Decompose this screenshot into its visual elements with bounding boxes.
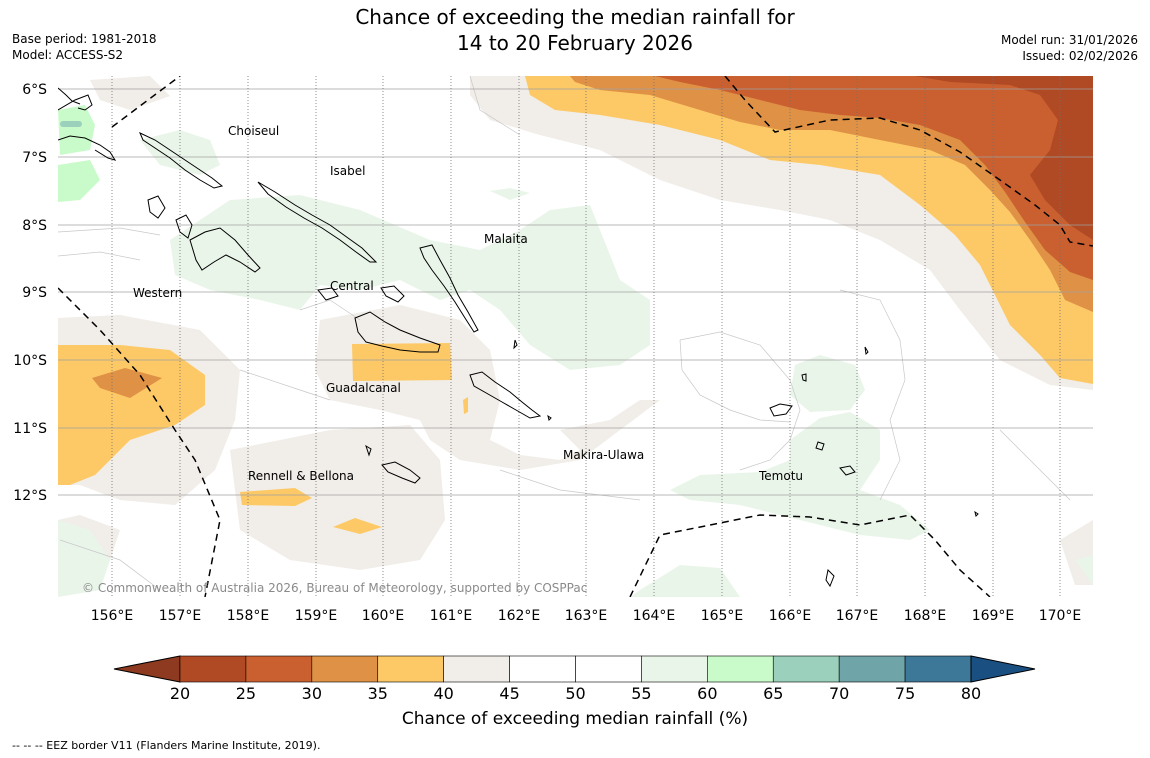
colorbar-tick-label: 55 [631, 684, 651, 703]
lon-label: 170°E [1039, 608, 1082, 624]
island-coastlines [58, 87, 979, 588]
map-frame: Choiseul Isabel Malaita Western Central … [58, 76, 1093, 597]
lat-label: 10°S [13, 353, 47, 369]
colorbar-segment [443, 655, 510, 683]
colorbar-segment [838, 655, 906, 683]
lon-label: 167°E [836, 608, 879, 624]
colorbar-extend-low [113, 655, 181, 683]
label-rennell-bellona: Rennell & Bellona [248, 469, 354, 483]
copyright-notice: © Commonwealth of Australia 2026, Bureau… [82, 581, 587, 595]
contour-lines [58, 76, 1071, 591]
latitude-labels: 6°S 7°S 8°S 9°S 10°S 11°S 12°S [13, 82, 47, 504]
colorbar-tick-label: 65 [763, 684, 783, 703]
colorbar-segment [575, 655, 642, 683]
lat-label: 9°S [22, 285, 47, 301]
colorbar-segment [245, 655, 313, 683]
lon-label: 165°E [701, 608, 744, 624]
lat-label: 12°S [13, 488, 47, 504]
label-temotu: Temotu [758, 469, 803, 483]
lon-label: 158°E [227, 608, 270, 624]
label-western: Western [133, 286, 182, 300]
base-period: Base period: 1981-2018 [12, 32, 157, 46]
colorbar-tick-label: 75 [895, 684, 915, 703]
colorbar-segment [641, 655, 708, 683]
colorbar-segment [311, 655, 379, 683]
label-guadalcanal: Guadalcanal [326, 381, 401, 395]
colorbar-segment [772, 655, 840, 683]
label-choiseul: Choiseul [228, 124, 279, 138]
colorbar: 20 25 30 35 40 45 50 55 60 65 70 75 80 [113, 655, 1036, 703]
label-central: Central [330, 279, 374, 293]
colorbar-segments [179, 655, 972, 683]
shade-20-25 [915, 76, 1093, 240]
province-labels: Choiseul Isabel Malaita Western Central … [133, 124, 803, 483]
shade-25-30 [655, 76, 1093, 280]
meta-left: Base period: 1981-2018 Model: ACCESS-S2 [12, 31, 157, 63]
label-isabel: Isabel [330, 164, 365, 178]
lon-label: 163°E [565, 608, 608, 624]
issued-date: Issued: 02/02/2026 [1022, 49, 1138, 63]
colorbar-tick-label: 30 [302, 684, 322, 703]
rainfall-map: Choiseul Isabel Malaita Western Central … [13, 76, 1093, 703]
model-name: Model: ACCESS-S2 [12, 48, 124, 62]
colorbar-tick-label: 45 [499, 684, 519, 703]
lon-label: 160°E [362, 608, 405, 624]
lon-label: 166°E [769, 608, 812, 624]
shade-60-65 [58, 105, 100, 202]
lon-label: 159°E [295, 608, 338, 624]
shade-55-60 [58, 130, 1093, 597]
colorbar-tick-label: 50 [565, 684, 585, 703]
shade-65-70 [60, 121, 82, 127]
colorbar-ticks: 20 25 30 35 40 45 50 55 60 65 70 75 80 [170, 684, 981, 703]
colorbar-segment [904, 655, 972, 683]
lon-label: 156°E [91, 608, 134, 624]
longitude-labels: 156°E 157°E 158°E 159°E 160°E 161°E 162°… [91, 608, 1082, 624]
lon-label: 157°E [159, 608, 202, 624]
lon-label: 161°E [430, 608, 473, 624]
lat-label: 7°S [22, 150, 47, 166]
colorbar-extend-high [970, 655, 1036, 683]
colorbar-tick-label: 40 [433, 684, 453, 703]
colorbar-tick-label: 80 [961, 684, 981, 703]
colorbar-segment [179, 655, 247, 683]
lat-label: 8°S [22, 218, 47, 234]
title-line-1: Chance of exceeding the median rainfall … [355, 5, 795, 29]
colorbar-segment [509, 655, 576, 683]
colorbar-segment [377, 655, 444, 683]
label-makira-ulawa: Makira-Ulawa [563, 448, 644, 462]
colorbar-tick-label: 20 [170, 684, 190, 703]
colorbar-tick-label: 35 [368, 684, 388, 703]
model-run: Model run: 31/01/2026 [1000, 33, 1138, 47]
colorbar-tick-label: 25 [236, 684, 256, 703]
eez-borders [58, 76, 1093, 597]
lon-label: 168°E [904, 608, 947, 624]
colorbar-segment [707, 655, 774, 683]
lon-label: 164°E [633, 608, 676, 624]
lon-label: 162°E [498, 608, 541, 624]
eez-legend: -- -- -- EEZ border V11 (Flanders Marine… [12, 739, 321, 752]
label-malaita: Malaita [484, 232, 528, 246]
colorbar-tick-label: 60 [697, 684, 717, 703]
chart-title: Chance of exceeding the median rainfall … [0, 4, 1150, 56]
colorbar-tick-label: 70 [829, 684, 849, 703]
latitude-gridlines [58, 88, 1093, 496]
lat-label: 6°S [22, 82, 47, 98]
meta-right: Model run: 31/01/2026 Issued: 02/02/2026 [1001, 32, 1138, 64]
lat-label: 11°S [13, 421, 47, 437]
lon-label: 169°E [972, 608, 1015, 624]
colorbar-title: Chance of exceeding median rainfall (%) [401, 709, 749, 729]
title-line-2: 14 to 20 February 2026 [457, 31, 693, 55]
